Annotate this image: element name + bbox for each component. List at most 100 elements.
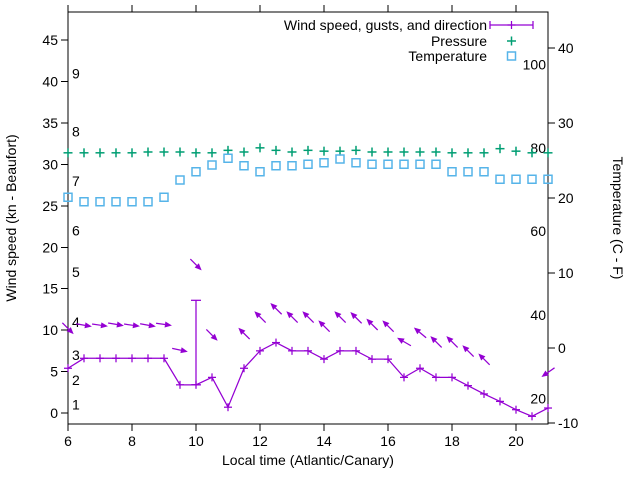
temperature-marker [191,167,201,177]
legend-label-temperature: Temperature [408,48,487,64]
x-tick-label: 18 [444,433,460,449]
temperature-marker [287,161,297,171]
gust-arrow-head [430,336,438,344]
temperature-marker [143,197,153,207]
gust-arrow-shaft [76,323,86,326]
x-axis-title: Local time (Atlantic/Canary) [222,452,394,468]
temperature-marker [447,167,457,177]
beaufort-scale-labels: 1 2 3 4 5 6 7 8 9 [72,65,80,412]
left-axis-title: Wind speed (kn - Beaufort) [3,134,19,301]
gust-arrow-shaft [354,316,363,324]
gust-arrow-shaft [434,340,443,348]
fahrenheit-label: 100 [523,57,547,73]
gust-arrow-head [350,312,358,320]
gust-arrow-head [366,318,374,326]
right-tick-label: 40 [558,40,574,56]
gust-arrow-shaft [140,323,150,326]
gust-arrow-head [541,370,549,377]
gust-arrow-shaft [242,332,251,340]
gust-arrow-head [194,263,202,271]
plot-area [67,11,549,425]
x-tick-label: 10 [188,433,204,449]
pressure-series [63,143,553,158]
beaufort-label: 4 [72,314,80,330]
fahrenheit-label: 40 [530,307,546,323]
temperature-marker [367,159,377,169]
wind-series [64,299,552,421]
gust-arrow-head [478,353,486,361]
left-tick-label: 15 [42,281,58,297]
legend-label-wind: Wind speed, gusts, and direction [284,17,487,33]
gust-arrow-head [302,311,310,319]
gust-arrow-head [382,320,390,328]
gust-arrow-shaft [155,322,166,326]
legend: Wind speed, gusts, and direction Pressur… [284,17,534,64]
gust-arrow-shaft [258,315,267,323]
gust-arrow-head [397,337,405,344]
temperature-marker [159,192,169,202]
legend-temperature-sample-marker [506,51,517,61]
fahrenheit-label: 60 [530,223,546,239]
gust-arrow-head [180,347,188,354]
left-tick-label: 45 [42,32,58,48]
beaufort-label: 9 [72,65,80,81]
gust-arrow-shaft [386,324,395,333]
gust-arrow-shaft [205,329,214,337]
gust-arrow-head [270,302,278,311]
right-axis-ticks: -10 0 10 20 30 40 [548,40,578,431]
gust-arrow-shaft [370,323,379,331]
gust-arrow-shaft [402,340,412,347]
temperature-marker [399,159,409,169]
temperature-marker [383,159,393,169]
legend-samples [489,21,534,61]
temperature-series [63,153,553,207]
gust-arrow-shaft [108,322,118,326]
left-tick-label: 35 [42,115,58,131]
beaufort-label: 2 [72,372,80,388]
gust-arrow-shaft [274,307,283,315]
right-tick-label: -10 [558,415,578,431]
x-tick-label: 16 [380,433,396,449]
x-tick-label: 20 [508,433,524,449]
gust-arrow-head [286,311,294,319]
temperature-marker [63,192,73,202]
gust-arrow-shaft [418,331,427,339]
gust-arrow-shaft [482,357,491,366]
gust-arrow-head [334,311,342,319]
left-tick-label: 0 [50,405,58,421]
gust-arrow-head [164,321,172,328]
left-tick-label: 5 [50,364,58,380]
temperature-marker [239,161,249,171]
beaufort-label: 7 [72,173,80,189]
x-tick-label: 14 [316,433,332,449]
temperature-marker [207,160,217,170]
temperature-marker [543,174,553,184]
right-tick-label: 30 [558,115,574,131]
temperature-marker [495,174,505,184]
temperature-marker [111,197,121,207]
left-tick-label: 30 [42,156,58,172]
gust-arrow-shaft [172,347,182,351]
temperature-marker [479,167,489,177]
gust-arrow-head [84,322,92,329]
gust-arrow-shaft [91,323,102,326]
temperature-marker [431,159,441,169]
gust-arrow-head [413,327,422,335]
gust-arrow-head [254,311,262,319]
gust-arrow-head [148,322,156,329]
temperature-marker [511,174,521,184]
gust-arrow-shaft [338,315,347,323]
left-tick-label: 40 [42,74,58,90]
gust-arrow-shaft [450,340,459,348]
x-tick-label: 8 [128,433,136,449]
right-tick-label: 0 [558,340,566,356]
left-axis-ticks: 0 5 10 15 20 25 30 35 40 45 [42,32,68,421]
left-tick-label: 10 [42,322,58,338]
gust-arrow-head [318,320,326,328]
temperature-marker [351,158,361,168]
gust-arrow-shaft [546,367,555,374]
gust-arrow-head [66,327,74,335]
beaufort-label: 8 [72,123,80,139]
left-tick-label: 20 [42,239,58,255]
